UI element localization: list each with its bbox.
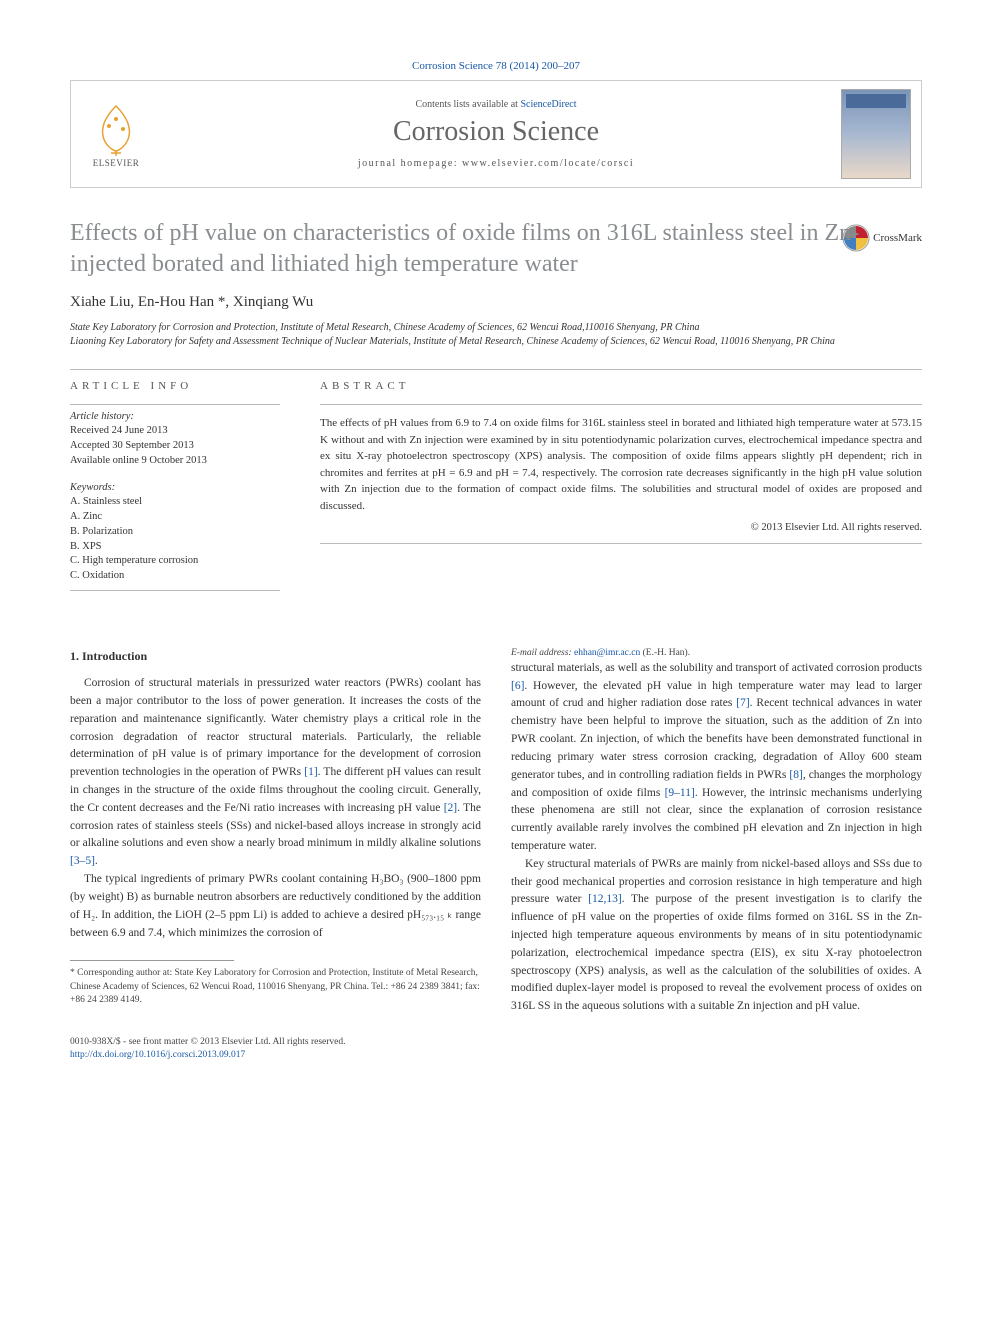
intro-paragraph-3: Key structural materials of PWRs are mai… — [511, 856, 922, 1016]
corresponding-author-footnote: * Corresponding author at: State Key Lab… — [70, 967, 481, 1007]
affiliation-2: Liaoning Key Laboratory for Safety and A… — [70, 335, 922, 349]
keyword: A. Stainless steel — [70, 495, 280, 510]
crossmark-label: CrossMark — [873, 232, 922, 244]
footnote-separator — [70, 960, 234, 961]
elsevier-logo: ELSEVIER — [81, 94, 151, 174]
abstract-column: ABSTRACT The effects of pH values from 6… — [320, 380, 922, 596]
abstract-label: ABSTRACT — [320, 380, 922, 392]
keywords-label: Keywords: — [70, 482, 280, 493]
history-online: Available online 9 October 2013 — [70, 454, 280, 469]
elsevier-label: ELSEVIER — [93, 158, 140, 168]
email-link[interactable]: ehhan@imr.ac.cn — [574, 648, 640, 658]
keyword: C. Oxidation — [70, 569, 280, 584]
intro-paragraph-2a: The typical ingredients of primary PWRs … — [70, 871, 481, 942]
contents-available: Contents lists available at ScienceDirec… — [151, 99, 841, 110]
article-info-label: ARTICLE INFO — [70, 380, 280, 392]
email-label: E-mail address: — [511, 648, 574, 658]
email-footnote: E-mail address: ehhan@imr.ac.cn (E.-H. H… — [511, 647, 922, 660]
journal-reference: Corrosion Science 78 (2014) 200–207 — [70, 60, 922, 72]
abstract-copyright: © 2013 Elsevier Ltd. All rights reserved… — [320, 522, 922, 533]
intro-paragraph-1: Corrosion of structural materials in pre… — [70, 675, 481, 871]
keyword: B. XPS — [70, 540, 280, 555]
elsevier-tree-icon — [91, 101, 141, 156]
journal-homepage: journal homepage: www.elsevier.com/locat… — [151, 158, 841, 169]
intro-paragraph-2b: structural materials, as well as the sol… — [511, 660, 922, 856]
affiliations: State Key Laboratory for Corrosion and P… — [70, 321, 922, 349]
history-accepted: Accepted 30 September 2013 — [70, 439, 280, 454]
keyword: C. High temperature corrosion — [70, 554, 280, 569]
history-label: Article history: — [70, 411, 280, 422]
page-footer: 0010-938X/$ - see front matter © 2013 El… — [70, 1036, 922, 1063]
journal-title: Corrosion Science — [151, 116, 841, 148]
contents-prefix: Contents lists available at — [415, 99, 520, 110]
history-received: Received 24 June 2013 — [70, 424, 280, 439]
abstract-text: The effects of pH values from 6.9 to 7.4… — [320, 415, 922, 514]
journal-cover-thumbnail — [841, 89, 911, 179]
keyword: A. Zinc — [70, 510, 280, 525]
sciencedirect-link[interactable]: ScienceDirect — [520, 99, 576, 110]
homepage-prefix: journal homepage: — [358, 158, 462, 169]
article-body: 1. Introduction Corrosion of structural … — [70, 647, 922, 1017]
journal-header: ELSEVIER Contents lists available at Sci… — [70, 80, 922, 188]
article-info-column: ARTICLE INFO Article history: Received 2… — [70, 380, 280, 596]
email-name: (E.-H. Han). — [640, 648, 690, 658]
homepage-url[interactable]: www.elsevier.com/locate/corsci — [462, 158, 634, 169]
doi-link[interactable]: http://dx.doi.org/10.1016/j.corsci.2013.… — [70, 1050, 245, 1060]
affiliation-1: State Key Laboratory for Corrosion and P… — [70, 321, 922, 335]
article-title: Effects of pH value on characteristics o… — [70, 218, 922, 280]
authors: Xiahe Liu, En-Hou Han *, Xinqiang Wu — [70, 294, 922, 311]
footer-copyright: 0010-938X/$ - see front matter © 2013 El… — [70, 1036, 922, 1049]
section-heading-intro: 1. Introduction — [70, 647, 481, 666]
divider — [70, 369, 922, 370]
keyword: B. Polarization — [70, 525, 280, 540]
